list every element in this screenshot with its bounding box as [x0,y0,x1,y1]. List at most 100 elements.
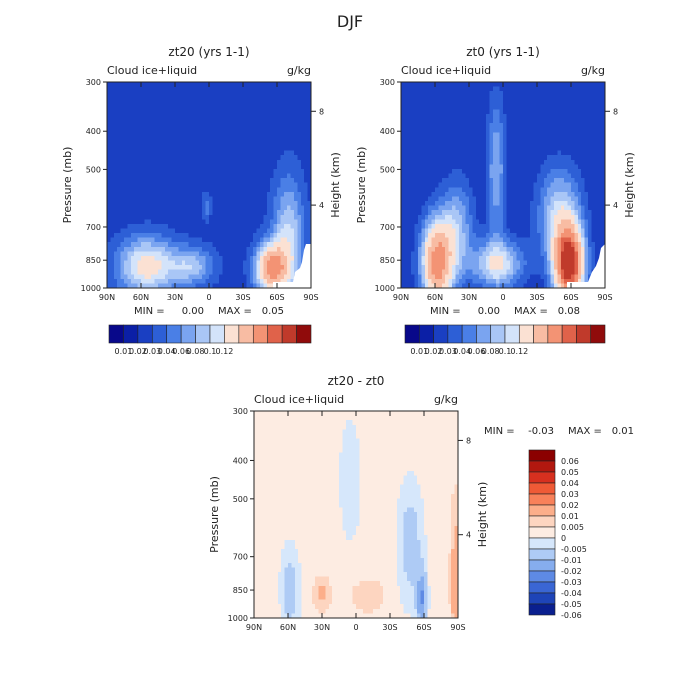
field-cell [185,205,190,211]
field-cell [246,86,251,92]
field-cell [571,127,575,133]
field-cell [113,164,118,170]
field-cell [287,246,292,252]
field-cell [107,100,111,106]
field-cell [588,95,592,101]
field-cell [266,136,271,143]
field-cell [188,104,193,111]
field-cell [266,109,271,115]
field-cell [270,104,275,111]
field-cell [564,123,569,129]
field-cell [188,86,193,92]
field-cell [236,164,241,170]
field-cell [260,242,264,248]
field-cell [516,109,521,115]
field-cell [209,260,213,266]
field-cell [414,233,419,239]
field-cell [424,173,429,179]
field-cell [554,86,558,92]
field-cell [499,127,504,133]
field-cell [151,100,156,106]
field-cell [113,187,118,193]
field-cell [448,219,453,225]
field-cell [489,91,494,97]
field-cell [506,168,511,175]
field-cell [222,173,227,179]
field-cell [209,150,213,156]
field-cell [137,173,142,179]
field-cell [130,95,135,101]
field-cell [290,82,295,88]
field-cell [540,159,545,165]
field-cell [188,114,193,120]
field-cell [107,136,111,143]
field-cell [469,159,473,165]
field-cell [407,164,412,170]
field-cell [482,233,487,239]
field-cell [516,219,521,225]
field-cell [270,168,275,175]
field-cell [441,223,446,230]
field-cell [192,283,196,289]
field-cell [246,104,251,111]
field-cell [550,136,555,143]
field-cell [287,100,292,106]
field-cell [421,100,426,106]
field-cell [567,141,572,147]
field-cell [113,228,118,234]
field-cell [277,237,281,243]
field-cell [154,141,159,147]
field-cell [560,223,565,230]
field-cell [127,260,132,266]
field-cell [513,109,518,115]
field-cell [209,118,213,124]
field-cell [304,114,309,120]
field-cell [509,100,514,106]
field-cell [144,95,149,101]
field-cell [469,150,473,156]
field-cell [304,109,309,115]
field-cell [424,109,429,115]
field-cell [448,118,453,124]
field-cell [598,246,603,252]
field-cell [236,223,241,230]
field-cell [192,123,196,129]
field-cell [253,127,258,133]
field-cell [489,233,494,239]
field-cell [130,114,135,120]
field-cell [198,168,203,175]
field-cell [520,219,524,225]
field-cell [297,255,302,262]
field-cell [198,274,203,280]
field-cell [424,210,429,216]
field-cell [209,201,213,207]
field-cell [300,127,305,133]
field-cell [107,159,111,165]
field-cell [141,182,145,188]
y-tick-label: 300 [86,78,101,87]
field-cell [297,246,302,252]
field-cell [130,82,135,88]
field-cell [127,223,132,230]
field-cell [294,141,298,147]
field-cell [489,168,494,175]
field-cell [509,109,514,115]
field-cell [113,265,118,271]
field-cell [428,150,433,156]
field-cell [168,255,173,262]
field-cell [178,168,183,175]
field-cell [550,114,555,120]
field-cell [428,201,433,207]
field-cell [421,159,426,165]
field-cell [277,155,281,161]
field-cell [428,219,433,225]
field-cell [192,168,196,175]
field-cell [307,136,312,143]
field-cell [428,118,433,124]
field-cell [509,187,514,193]
field-cell [130,233,135,239]
field-cell [185,146,190,152]
field-cell [496,242,501,248]
field-cell [584,173,589,179]
field-cell [260,255,264,262]
